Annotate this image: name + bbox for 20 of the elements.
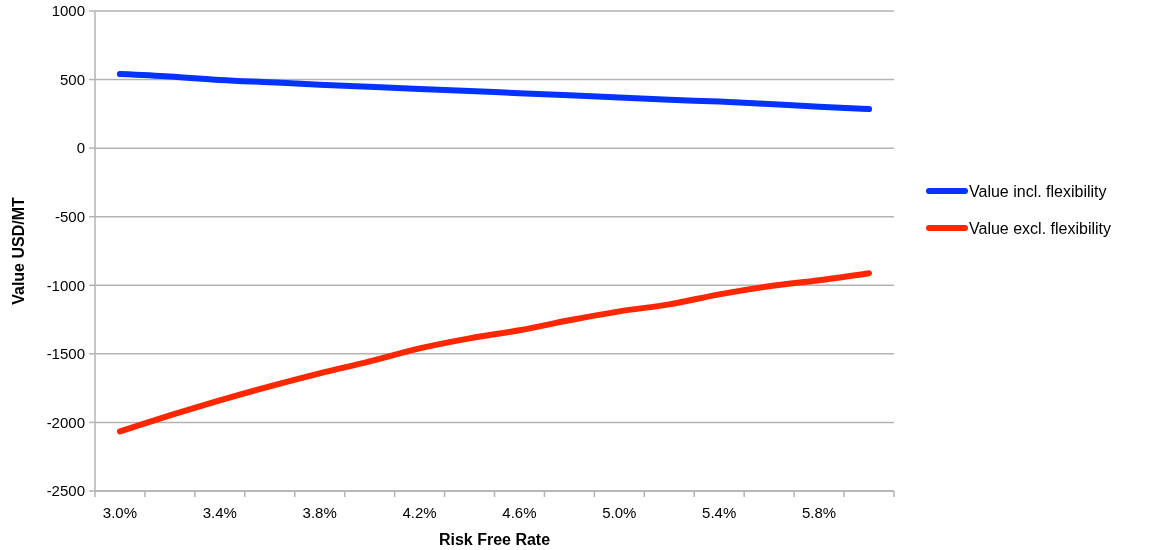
legend-label: Value incl. flexibility xyxy=(969,182,1107,200)
y-tick-label: 500 xyxy=(59,70,85,88)
x-tick-label: 3.8% xyxy=(302,504,337,521)
x-tick-label: 3.4% xyxy=(202,504,237,521)
y-tick-label: 1000 xyxy=(51,2,85,20)
y-tick-label: -500 xyxy=(54,207,85,225)
y-tick-label: -1000 xyxy=(46,276,85,294)
x-tick-label: 3.0% xyxy=(102,504,138,521)
y-tick-label: -1500 xyxy=(46,345,85,363)
y-tick-label: 0 xyxy=(76,139,85,157)
x-axis-title: Risk Free Rate xyxy=(438,531,551,548)
x-tick-label: 4.2% xyxy=(402,504,437,521)
y-axis-title: Value USD/MT xyxy=(10,196,27,305)
legend-label: Value excl. flexibility xyxy=(969,219,1111,237)
x-tick-label: 5.4% xyxy=(702,504,737,521)
x-tick-label: 5.8% xyxy=(801,504,837,521)
x-tick-label: 5.0% xyxy=(602,504,637,521)
y-tick-label: -2000 xyxy=(46,413,85,431)
y-tick-label: -2500 xyxy=(46,482,85,500)
x-tick-label: 4.6% xyxy=(502,504,537,521)
